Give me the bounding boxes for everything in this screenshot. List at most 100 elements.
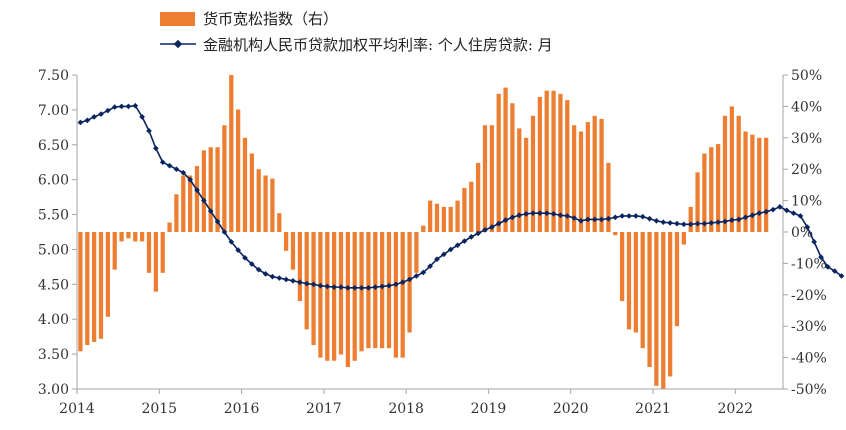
bar-39 [345, 232, 350, 368]
rate-point-48 [406, 276, 413, 283]
right-tick-label: -40% [791, 351, 827, 367]
bar-43 [373, 232, 378, 349]
bar-32 [297, 232, 302, 302]
bar-55 [455, 200, 460, 232]
bar-5 [112, 232, 117, 270]
rate-point-78 [612, 214, 619, 221]
rate-point-77 [605, 215, 612, 222]
rate-point-51 [427, 263, 433, 270]
rate-point-108 [818, 254, 824, 260]
rate-point-27 [262, 271, 269, 277]
line-series [77, 102, 845, 291]
bar-85 [661, 232, 666, 389]
bar-62 [503, 87, 508, 232]
rate-point-74 [585, 216, 591, 223]
x-tick-label: 2014 [59, 401, 95, 417]
bar-75 [592, 115, 597, 232]
rate-point-9 [139, 114, 145, 120]
rate-point-11 [153, 145, 159, 152]
rate-point-40 [351, 284, 358, 291]
bar-45 [386, 232, 392, 349]
bar-19 [208, 147, 213, 232]
rate-point-58 [475, 230, 481, 237]
rate-point-1 [84, 117, 91, 124]
rate-point-84 [653, 218, 660, 224]
bar-78 [613, 232, 618, 236]
rate-point-37 [331, 284, 337, 290]
bar-77 [606, 162, 611, 232]
bar-10 [146, 232, 152, 273]
right-tick-label: 30% [791, 131, 822, 147]
x-tick-label: 2019 [471, 401, 507, 417]
rate-point-70 [557, 212, 564, 219]
left-tick-label: 5.00 [38, 242, 69, 258]
legend-label-bars: 货币宽松指数（右） [203, 10, 338, 28]
axes: 3.00 3.50 4.00 4.50 5.00 5.50 6.00 6.50 7.00 7.50… [38, 68, 827, 417]
bar-88 [681, 232, 686, 245]
rate-point-63 [509, 214, 516, 221]
bar-84 [654, 232, 659, 386]
bar-49 [414, 232, 419, 273]
rate-point-34 [310, 281, 317, 288]
bar-series [78, 75, 769, 389]
bar-87 [674, 232, 680, 327]
right-tick-label: 10% [791, 194, 822, 210]
rate-point-22 [228, 238, 235, 245]
rate-point-60 [489, 224, 495, 230]
x-tick-label: 2021 [635, 401, 671, 417]
bar-59 [482, 125, 488, 232]
rate-point-57 [468, 234, 475, 240]
rate-point-7 [125, 103, 132, 110]
bar-9 [140, 232, 145, 242]
bar-96 [736, 115, 741, 232]
bar-97 [743, 131, 748, 232]
bar-47 [400, 232, 405, 358]
rate-point-96 [735, 216, 742, 223]
rate-point-31 [290, 278, 296, 284]
bar-63 [510, 103, 515, 232]
rate-point-98 [749, 212, 756, 219]
rate-point-83 [646, 215, 653, 222]
bar-57 [469, 181, 474, 232]
right-tick-label: -10% [791, 256, 827, 272]
bar-15 [181, 175, 186, 232]
bar-6 [119, 232, 124, 242]
bar-80 [626, 232, 632, 330]
bar-23 [236, 109, 241, 232]
rate-point-53 [441, 251, 447, 258]
rate-point-41 [358, 284, 365, 291]
rate-point-93 [715, 219, 721, 226]
rate-point-45 [386, 282, 392, 289]
rate-point-90 [694, 220, 701, 227]
rate-point-29 [276, 275, 283, 281]
x-tick-label: 2018 [388, 401, 424, 417]
bar-14 [174, 194, 179, 232]
rate-point-39 [345, 284, 351, 291]
bar-20 [215, 147, 220, 232]
bar-79 [620, 232, 625, 302]
bar-13 [167, 222, 172, 232]
legend-bar-swatch [160, 12, 195, 26]
rate-point-99 [756, 210, 763, 216]
rate-point-8 [132, 102, 139, 109]
rate-point-33 [303, 280, 310, 287]
left-tick-label: 6.50 [38, 138, 69, 154]
bar-25 [249, 153, 254, 232]
rate-point-28 [269, 273, 276, 280]
x-tick-label: 2016 [224, 401, 260, 417]
bar-94 [722, 115, 728, 232]
bar-37 [332, 232, 337, 361]
rate-point-66 [530, 210, 536, 216]
rate-point-95 [729, 217, 735, 223]
rate-point-73 [578, 218, 584, 224]
rate-point-26 [255, 266, 262, 273]
bar-67 [537, 96, 542, 232]
rate-point-104 [790, 210, 797, 216]
bar-0 [78, 232, 83, 352]
bar-46 [393, 232, 398, 358]
bar-40 [352, 232, 357, 361]
rate-point-72 [571, 215, 577, 221]
bar-18 [201, 150, 206, 232]
left-tick-label: 7.50 [38, 68, 69, 84]
